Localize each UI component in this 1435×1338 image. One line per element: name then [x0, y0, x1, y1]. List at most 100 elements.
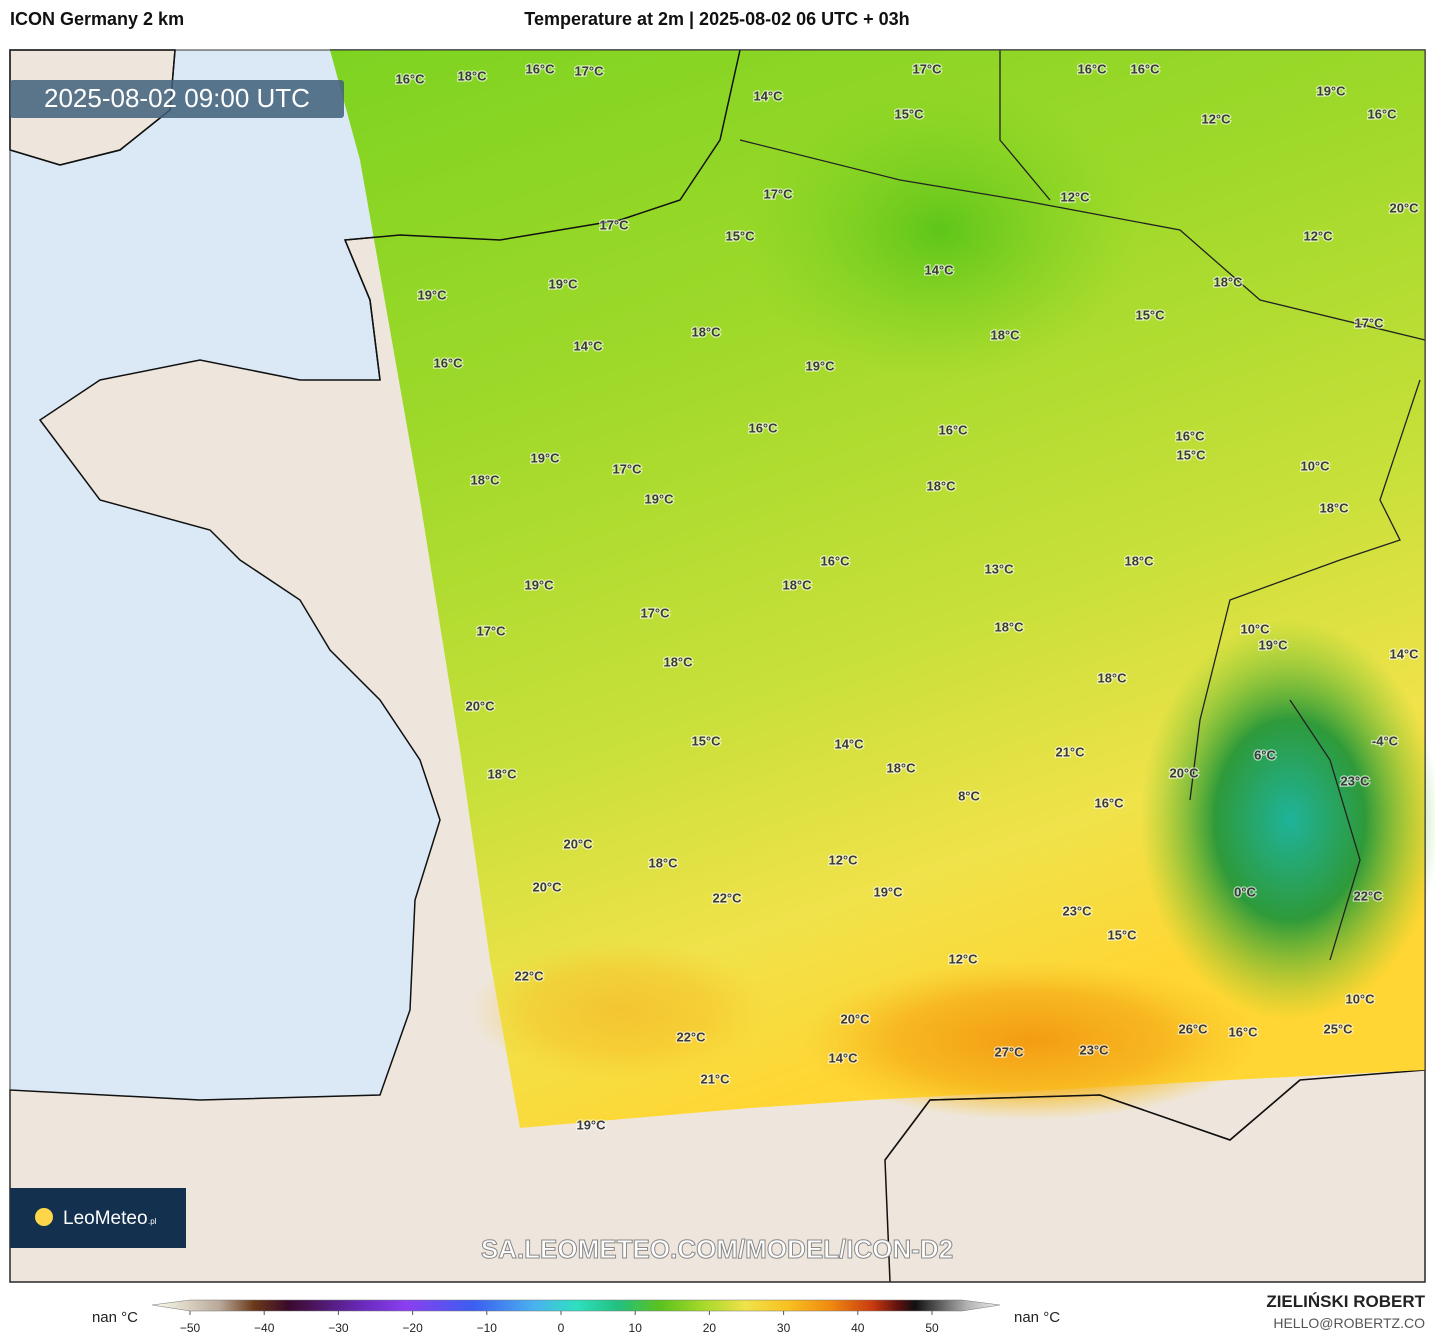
temperature-label: 19°C [1316, 83, 1346, 98]
temperature-label: 16°C [938, 422, 968, 437]
temperature-label: 16°C [820, 553, 850, 568]
temperature-label: 10°C [1240, 621, 1270, 636]
temperature-label: 15°C [1107, 927, 1137, 942]
temperature-label: 18°C [691, 324, 721, 339]
colorbar-tick-label: −20 [402, 1321, 423, 1335]
temperature-label: 22°C [712, 890, 742, 905]
temperature-label: 20°C [1169, 765, 1199, 780]
temperature-label: 19°C [873, 884, 903, 899]
colorbar-left-label: nan °C [92, 1309, 138, 1326]
temperature-label: 13°C [984, 561, 1014, 576]
temperature-label: 20°C [532, 879, 562, 894]
temperature-label: 27°C [994, 1044, 1024, 1059]
temperature-label: 20°C [563, 836, 593, 851]
temperature-label: 22°C [514, 968, 544, 983]
colorbar-tick-label: 10 [629, 1321, 643, 1335]
temperature-label: 25°C [1323, 1021, 1353, 1036]
temperature-label: 22°C [676, 1029, 706, 1044]
temperature-label: 18°C [994, 619, 1024, 634]
colorbar-tick-label: 50 [925, 1321, 939, 1335]
temperature-label: 15°C [691, 733, 721, 748]
temperature-label: 23°C [1340, 773, 1370, 788]
temperature-label: 17°C [612, 461, 642, 476]
temperature-label: 6°C [1254, 747, 1276, 762]
temperature-label: 14°C [828, 1050, 858, 1065]
temperature-label: 23°C [1062, 903, 1092, 918]
email: HELLO@ROBERTZ.CO [1273, 1315, 1425, 1331]
model-title: ICON Germany 2 km [10, 9, 184, 29]
temperature-label: 18°C [1097, 670, 1127, 685]
temperature-label: 16°C [1130, 61, 1160, 76]
logo-suffix: .pl [148, 1217, 157, 1226]
temperature-label: 18°C [457, 68, 487, 83]
logo-brand: LeoMeteo [63, 1208, 148, 1229]
temperature-label: 16°C [433, 355, 463, 370]
temperature-label: 21°C [700, 1071, 730, 1086]
temperature-label: 12°C [1060, 189, 1090, 204]
temperature-label: 12°C [1201, 111, 1231, 126]
temperature-label: 18°C [648, 855, 678, 870]
temperature-label: 17°C [1354, 315, 1384, 330]
temperature-label: 19°C [644, 491, 674, 506]
temperature-label: 18°C [1213, 274, 1243, 289]
temperature-label: 20°C [465, 698, 495, 713]
temperature-label: 17°C [599, 217, 629, 232]
colorbar-tick-label: −30 [328, 1321, 349, 1335]
temperature-label: 0°C [1234, 884, 1256, 899]
colorbar-tick-label: 30 [777, 1321, 791, 1335]
colorbar-tick-label: −40 [254, 1321, 275, 1335]
temperature-label: 14°C [924, 262, 954, 277]
temperature-label: 16°C [1175, 428, 1205, 443]
temperature-label: 17°C [476, 623, 506, 638]
temperature-label: 16°C [395, 71, 425, 86]
map-title: Temperature at 2m | 2025-08-02 06 UTC + … [524, 9, 909, 29]
temperature-label: 16°C [1077, 61, 1107, 76]
colorbar-tick-label: −10 [477, 1321, 498, 1335]
temperature-label: 19°C [417, 287, 447, 302]
temperature-label: 18°C [990, 327, 1020, 342]
temperature-label: 18°C [926, 478, 956, 493]
temperature-label: 14°C [753, 88, 783, 103]
temperature-label: 17°C [912, 61, 942, 76]
temperature-label: 19°C [805, 358, 835, 373]
temperature-label: 19°C [548, 276, 578, 291]
temperature-label: 18°C [663, 654, 693, 669]
temperature-label: 19°C [530, 450, 560, 465]
temperature-label: 15°C [1135, 307, 1165, 322]
temperature-label: 12°C [1303, 228, 1333, 243]
colorbar-tick-label: 0 [558, 1321, 565, 1335]
temperature-label: 18°C [1319, 500, 1349, 515]
temperature-label: 12°C [948, 951, 978, 966]
temperature-label: 23°C [1079, 1042, 1109, 1057]
temperature-label: 18°C [487, 766, 517, 781]
temperature-label: 10°C [1300, 458, 1330, 473]
temperature-label: 18°C [1124, 553, 1154, 568]
temperature-label: 26°C [1178, 1021, 1208, 1036]
temperature-label: 15°C [725, 228, 755, 243]
timestamp-box [10, 80, 344, 118]
temperature-label: 17°C [574, 63, 604, 78]
temperature-label: 12°C [828, 852, 858, 867]
temperature-label: 14°C [573, 338, 603, 353]
temperature-label: 19°C [576, 1117, 606, 1132]
temperature-label: 16°C [525, 61, 555, 76]
temperature-label: 16°C [1094, 795, 1124, 810]
temperature-label: 14°C [1389, 646, 1419, 661]
colorbar-right-label: nan °C [1014, 1309, 1060, 1326]
watermark: SA.LEOMETEO.COM/MODEL/ICON-D2 [481, 1234, 953, 1264]
temperature-label: 19°C [524, 577, 554, 592]
map: 2025-08-02 09:00 UTC 16°C 18°C 16°C 17°C 17°… [9, 49, 1435, 1283]
temperature-label: -4°C [1372, 733, 1399, 748]
temperature-label: 15°C [1176, 447, 1206, 462]
colorbar-tick-label: −50 [180, 1321, 201, 1335]
colorbar: −50 −40 −30 −20 −10 0 10 20 30 40 50 nan °C nan °C [92, 1299, 1060, 1335]
colorbar-tick-label: 20 [703, 1321, 717, 1335]
temperature-label: 22°C [1353, 888, 1383, 903]
temperature-label: 15°C [894, 106, 924, 121]
temperature-label: 16°C [1228, 1024, 1258, 1039]
temperature-label: 21°C [1055, 744, 1085, 759]
temperature-label: 18°C [886, 760, 916, 775]
temperature-label: 14°C [834, 736, 864, 751]
temperature-label: 18°C [470, 472, 500, 487]
